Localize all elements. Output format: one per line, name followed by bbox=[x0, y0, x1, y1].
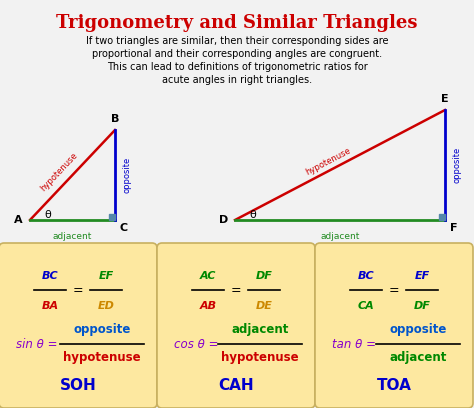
Text: =: = bbox=[389, 284, 399, 297]
Text: adjacent: adjacent bbox=[53, 232, 92, 241]
Text: EF: EF bbox=[414, 271, 429, 281]
Text: B: B bbox=[111, 114, 119, 124]
Text: DF: DF bbox=[255, 271, 273, 281]
Text: BA: BA bbox=[41, 301, 59, 311]
Text: BC: BC bbox=[358, 271, 374, 281]
Text: BC: BC bbox=[42, 271, 58, 281]
Text: hypotenuse: hypotenuse bbox=[63, 352, 141, 364]
Text: opposite: opposite bbox=[122, 157, 131, 193]
Text: θ: θ bbox=[45, 210, 51, 220]
Text: AB: AB bbox=[200, 301, 217, 311]
Text: hypotenuse: hypotenuse bbox=[39, 151, 80, 193]
Text: =: = bbox=[73, 284, 83, 297]
Text: opposite: opposite bbox=[389, 324, 447, 337]
Text: θ: θ bbox=[250, 210, 256, 220]
Text: C: C bbox=[120, 223, 128, 233]
Text: DE: DE bbox=[255, 301, 273, 311]
Text: proportional and their corresponding angles are congruent.: proportional and their corresponding ang… bbox=[92, 49, 382, 59]
Text: CA: CA bbox=[357, 301, 374, 311]
Text: AC: AC bbox=[200, 271, 216, 281]
Text: =: = bbox=[231, 284, 241, 297]
FancyBboxPatch shape bbox=[0, 243, 157, 408]
Text: hypotenuse: hypotenuse bbox=[304, 146, 352, 177]
Text: adjacent: adjacent bbox=[389, 352, 447, 364]
Text: cos θ =: cos θ = bbox=[174, 337, 222, 350]
Text: If two triangles are similar, then their corresponding sides are: If two triangles are similar, then their… bbox=[86, 36, 388, 46]
Text: TOA: TOA bbox=[376, 377, 411, 392]
Text: CAH: CAH bbox=[218, 377, 254, 392]
Text: F: F bbox=[450, 223, 457, 233]
FancyBboxPatch shape bbox=[157, 243, 315, 408]
Text: hypotenuse: hypotenuse bbox=[221, 352, 299, 364]
Text: EF: EF bbox=[99, 271, 114, 281]
Text: acute angles in right triangles.: acute angles in right triangles. bbox=[162, 75, 312, 85]
Text: adjacent: adjacent bbox=[231, 324, 289, 337]
Text: adjacent: adjacent bbox=[320, 232, 360, 241]
Text: sin θ =: sin θ = bbox=[16, 337, 61, 350]
Text: This can lead to definitions of trigonometric ratios for: This can lead to definitions of trigonom… bbox=[107, 62, 367, 72]
Text: A: A bbox=[14, 215, 23, 225]
Polygon shape bbox=[109, 214, 115, 220]
Text: DF: DF bbox=[413, 301, 430, 311]
Text: Trigonometry and Similar Triangles: Trigonometry and Similar Triangles bbox=[56, 14, 418, 32]
Text: ED: ED bbox=[98, 301, 114, 311]
Polygon shape bbox=[439, 214, 445, 220]
Text: tan θ =: tan θ = bbox=[332, 337, 380, 350]
FancyBboxPatch shape bbox=[315, 243, 473, 408]
Text: D: D bbox=[219, 215, 228, 225]
Text: opposite: opposite bbox=[73, 324, 131, 337]
Text: E: E bbox=[441, 94, 449, 104]
Text: opposite: opposite bbox=[453, 147, 462, 183]
Text: SOH: SOH bbox=[60, 377, 96, 392]
